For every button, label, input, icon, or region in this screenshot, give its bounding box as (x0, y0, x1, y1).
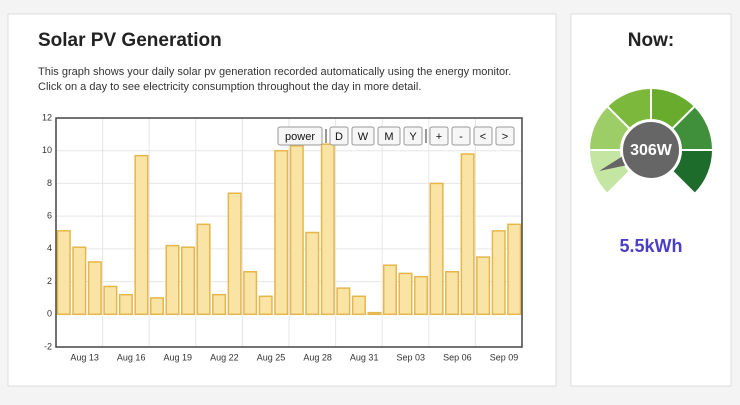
bar[interactable] (507, 223, 522, 316)
bar[interactable] (305, 231, 320, 316)
control-button[interactable] (377, 126, 401, 146)
x-tick-label: Aug 25 (257, 352, 286, 362)
x-tick-label: Aug 31 (350, 352, 379, 362)
bar[interactable] (165, 244, 180, 316)
y-tick-label: -2 (44, 341, 52, 351)
control-label[interactable]: > (502, 131, 508, 143)
x-tick-label: Aug 22 (210, 352, 239, 362)
x-tick-label: Sep 09 (490, 352, 519, 362)
bar[interactable] (445, 271, 460, 316)
bar[interactable] (429, 182, 444, 316)
bar[interactable] (181, 246, 196, 316)
bar[interactable] (118, 293, 133, 316)
bar[interactable] (336, 287, 351, 316)
bar[interactable] (491, 230, 506, 316)
x-tick-label: Aug 19 (164, 352, 193, 362)
y-tick-label: 6 (47, 211, 52, 221)
bar[interactable] (227, 192, 242, 316)
description: This graph shows your daily solar pv gen… (38, 66, 511, 78)
bar[interactable] (149, 297, 164, 316)
controls: power D W M Y + - < > (277, 126, 515, 146)
bar[interactable] (56, 230, 71, 316)
description: Click on a day to see electricity consum… (38, 81, 421, 93)
x-tick-label: Aug 13 (70, 352, 99, 362)
control-label[interactable]: D (335, 131, 343, 143)
x-tick-label: Aug 28 (303, 352, 332, 362)
bar[interactable] (476, 256, 491, 316)
bar[interactable] (258, 295, 273, 316)
y-tick-label: 2 (47, 276, 52, 286)
bar[interactable] (414, 275, 429, 316)
bar[interactable] (72, 246, 87, 316)
control-label[interactable]: Y (409, 131, 417, 143)
control-label[interactable]: + (436, 131, 442, 143)
bar[interactable] (351, 295, 366, 316)
energy-today: 5.5kWh (619, 236, 682, 256)
control-button[interactable] (495, 126, 515, 146)
now-panel (570, 13, 732, 387)
y-tick-label: 0 (47, 309, 52, 319)
x-tick-label: Aug 16 (117, 352, 146, 362)
bar[interactable] (87, 261, 102, 316)
panel-title: Solar PV Generation (38, 30, 222, 51)
control-button[interactable] (473, 126, 493, 146)
bar[interactable] (320, 143, 335, 316)
x-tick-label: Sep 03 (397, 352, 426, 362)
control-label[interactable]: - (459, 131, 463, 143)
bar[interactable] (382, 264, 397, 316)
now-title: Now: (628, 30, 674, 51)
control-button[interactable] (429, 126, 449, 146)
bar[interactable] (289, 145, 304, 316)
control-button[interactable] (329, 126, 349, 146)
current-power: 306W (630, 142, 673, 159)
bar[interactable] (274, 149, 289, 316)
y-tick-label: 8 (47, 178, 52, 188)
control-button[interactable] (351, 126, 375, 146)
bar[interactable] (212, 293, 227, 316)
bar[interactable] (243, 271, 258, 316)
x-tick-label: Sep 06 (443, 352, 472, 362)
gauge-hub (621, 120, 681, 180)
control-label[interactable]: power (285, 131, 315, 143)
bar[interactable] (367, 311, 382, 316)
bar[interactable] (196, 223, 211, 316)
control-label[interactable]: < (480, 131, 486, 143)
gauge: 306W (587, 86, 715, 196)
chart: -2 0 2 4 6 8 10 12 Aug 13 Aug 16 Aug 19 Aug 22 Aug 2… (42, 112, 523, 362)
y-tick-label: 12 (42, 112, 52, 122)
bar[interactable] (134, 154, 149, 316)
control-button[interactable] (277, 126, 323, 146)
control-label[interactable]: W (358, 131, 369, 143)
control-button[interactable] (403, 126, 423, 146)
control-label[interactable]: M (384, 131, 393, 143)
plot-frame (55, 117, 523, 348)
y-tick-label: 4 (47, 243, 52, 253)
bar[interactable] (398, 272, 413, 316)
bar[interactable] (460, 153, 475, 316)
control-button[interactable] (451, 126, 471, 146)
bar[interactable] (103, 285, 118, 316)
y-tick-label: 10 (42, 145, 52, 155)
